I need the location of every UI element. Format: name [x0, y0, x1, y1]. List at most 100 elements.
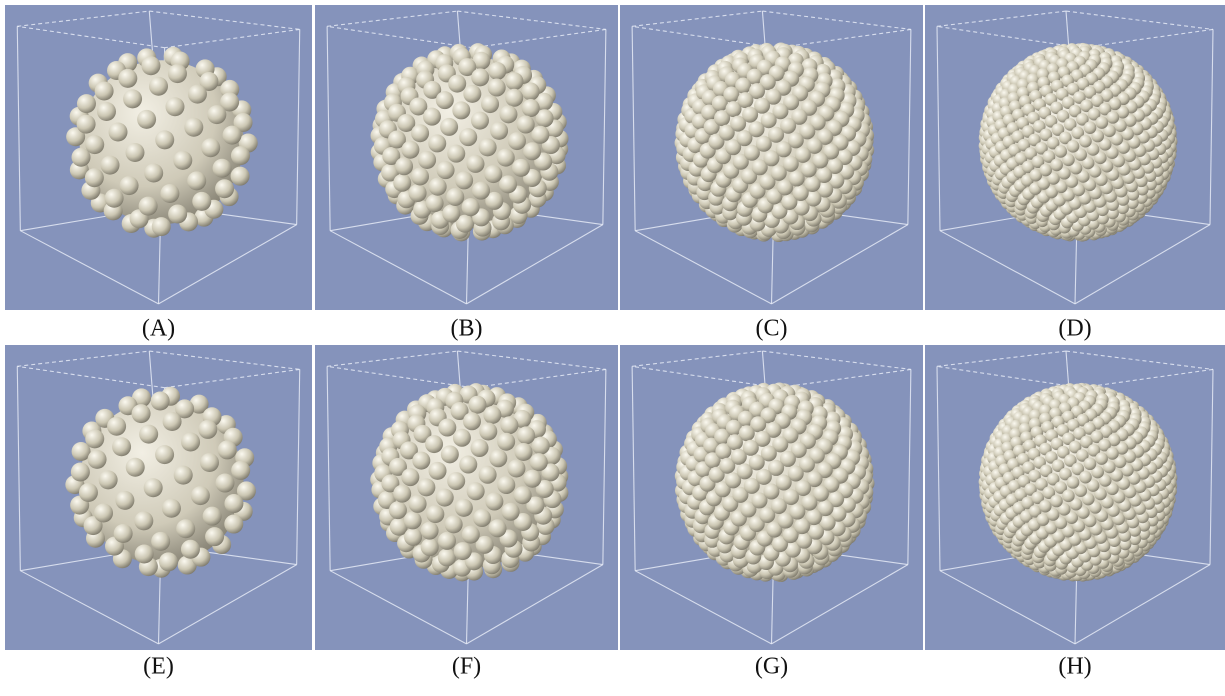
- bead: [426, 194, 444, 212]
- bead: [393, 485, 411, 503]
- bead: [429, 178, 447, 196]
- bead: [393, 174, 411, 192]
- bead: [499, 105, 517, 123]
- bead: [187, 171, 206, 190]
- bead: [472, 182, 490, 200]
- bead: [467, 482, 485, 500]
- bead: [794, 518, 810, 534]
- bead: [789, 170, 805, 186]
- bead: [411, 167, 429, 185]
- bead: [471, 439, 489, 457]
- bead: [174, 466, 193, 485]
- bead: [401, 141, 419, 159]
- bead: [200, 453, 219, 472]
- bead: [1095, 452, 1108, 465]
- bead: [497, 433, 515, 451]
- bead: [181, 540, 200, 559]
- bead: [165, 97, 184, 116]
- panel-label: (G): [755, 654, 788, 680]
- bead: [139, 197, 158, 216]
- bead: [455, 171, 473, 189]
- bead: [1039, 500, 1052, 513]
- bead: [499, 175, 517, 193]
- bead: [479, 466, 497, 484]
- bead: [789, 504, 805, 520]
- bead: [1079, 135, 1092, 148]
- bead: [497, 149, 515, 167]
- bead: [1107, 111, 1120, 124]
- bead: [97, 102, 116, 121]
- bead: [168, 64, 187, 83]
- bead: [94, 504, 113, 523]
- bead: [1050, 495, 1063, 508]
- bead: [155, 130, 174, 149]
- figure: (A)(B)(C)(D)(E)(F)(G)(H): [0, 0, 1225, 691]
- bead: [224, 515, 243, 534]
- bead: [409, 495, 427, 513]
- bead: [126, 458, 145, 477]
- bead: [184, 118, 203, 137]
- bead: [149, 77, 168, 96]
- bead: [446, 188, 464, 206]
- bead: [523, 470, 541, 488]
- bead: [455, 499, 473, 517]
- bead: [120, 176, 139, 195]
- bead: [442, 204, 460, 222]
- bead: [514, 486, 532, 504]
- bead: [756, 469, 772, 485]
- bead: [490, 122, 508, 140]
- bead: [105, 189, 124, 208]
- bead: [151, 392, 170, 411]
- bead: [515, 443, 533, 461]
- bead: [123, 89, 142, 108]
- bead: [1067, 140, 1080, 153]
- bead: [452, 101, 470, 119]
- bead: [137, 110, 156, 129]
- bead: [426, 505, 444, 523]
- bead: [203, 507, 222, 526]
- bead: [531, 126, 549, 144]
- bead: [85, 135, 104, 154]
- bead: [412, 452, 430, 470]
- bead: [459, 128, 477, 146]
- bead: [428, 134, 446, 152]
- bead: [497, 476, 515, 494]
- bead: [85, 429, 104, 448]
- bead: [447, 145, 465, 163]
- bead: [99, 470, 118, 489]
- bead: [742, 107, 758, 123]
- bead: [505, 89, 523, 107]
- bead: [438, 532, 456, 550]
- bead: [135, 545, 154, 564]
- bead: [155, 445, 174, 464]
- bead: [160, 184, 179, 203]
- bead: [507, 459, 525, 477]
- bead: [109, 122, 128, 141]
- panel-label: (B): [451, 316, 483, 342]
- bead: [471, 68, 489, 86]
- bead: [132, 404, 151, 423]
- bead: [1067, 476, 1080, 489]
- panel: (D): [925, 5, 1225, 342]
- bead: [125, 143, 144, 162]
- bead: [723, 87, 739, 103]
- bead: [776, 474, 792, 490]
- bead: [485, 493, 503, 511]
- bead: [727, 434, 743, 450]
- bead: [438, 548, 456, 566]
- panel: (F): [315, 345, 618, 680]
- bead: [471, 112, 489, 130]
- bead: [438, 419, 456, 437]
- bead: [436, 489, 454, 507]
- bead: [205, 527, 224, 546]
- bead: [112, 437, 131, 456]
- bead: [768, 127, 784, 143]
- bead: [783, 489, 799, 505]
- bead: [173, 151, 192, 170]
- bead: [530, 453, 548, 471]
- bead: [418, 151, 436, 169]
- bead: [425, 435, 443, 453]
- bead: [224, 494, 243, 513]
- bead: [737, 92, 753, 108]
- bead: [101, 156, 120, 175]
